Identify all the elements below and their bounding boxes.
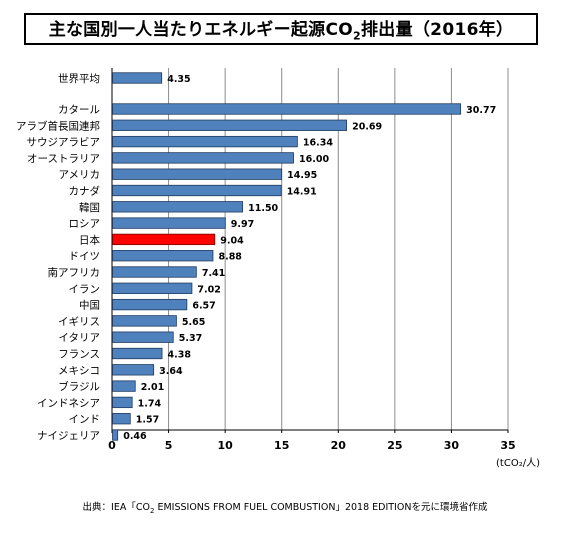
data-label: 14.91	[287, 187, 317, 198]
category-label: ロシア	[69, 218, 101, 230]
data-label: 6.57	[192, 301, 215, 312]
category-label: 世界平均	[58, 73, 100, 85]
bar	[112, 282, 193, 294]
bar	[112, 103, 462, 115]
category-label: イギリス	[58, 316, 100, 328]
x-tick-label: 15	[274, 439, 289, 452]
chart-title-box: 主な国別一人当たりエネルギー起源CO2排出量（2016年）	[24, 13, 538, 45]
data-label: 8.88	[218, 252, 242, 263]
bar	[112, 250, 214, 262]
data-label: 16.00	[299, 154, 329, 165]
data-label: 7.02	[197, 284, 220, 295]
bar	[112, 233, 216, 246]
data-label: 1.57	[136, 415, 159, 426]
category-label: インドネシア	[37, 397, 100, 409]
category-label: 南アフリカ	[48, 266, 101, 279]
data-label: 5.65	[182, 317, 205, 328]
bar	[112, 380, 136, 392]
chart-title: 主な国別一人当たりエネルギー起源CO2排出量（2016年）	[48, 20, 514, 43]
category-label: アメリカ	[59, 169, 100, 181]
category-label: ブラジル	[58, 380, 100, 393]
data-label: 0.46	[123, 431, 147, 442]
category-label: 韓国	[79, 202, 100, 214]
bar	[112, 217, 226, 229]
category-label: アラブ首長国連邦	[16, 119, 100, 132]
data-label: 30.77	[466, 105, 496, 116]
data-label: 9.97	[231, 219, 254, 230]
x-tick-label: 10	[217, 439, 233, 452]
bar	[112, 315, 177, 327]
category-label: インド	[69, 414, 101, 426]
bar	[112, 135, 298, 148]
bar	[112, 347, 163, 360]
data-label: 11.50	[248, 203, 278, 214]
category-label: メキシコ	[58, 365, 100, 377]
category-label: イラン	[69, 283, 101, 295]
data-label: 7.41	[202, 268, 225, 279]
category-label: ナイジェリア	[37, 430, 100, 442]
data-label: 20.69	[352, 121, 382, 132]
data-label: 2.01	[141, 382, 164, 393]
bar	[112, 396, 133, 409]
category-label: カタール	[58, 104, 100, 116]
category-label: イタリア	[58, 332, 100, 344]
bar	[112, 331, 174, 343]
category-label: カナダ	[69, 185, 101, 198]
category-label: 中国	[79, 299, 100, 312]
data-label: 14.95	[287, 170, 317, 181]
bar	[112, 201, 244, 213]
data-label: 4.38	[168, 350, 192, 361]
data-label: 9.04	[220, 235, 244, 246]
bar	[112, 429, 119, 441]
x-tick-label: 0	[108, 439, 116, 452]
x-tick-label: 25	[387, 439, 402, 452]
data-label: 1.74	[138, 398, 162, 409]
bar	[112, 152, 294, 164]
x-tick-label: 35	[500, 439, 515, 452]
bar	[112, 119, 347, 131]
bar	[112, 413, 131, 425]
x-tick-label: 30	[444, 439, 460, 452]
x-tick-label: 5	[165, 439, 173, 452]
bar	[112, 72, 163, 84]
unit-label: (tCO₂/人)	[496, 457, 540, 469]
data-label: 3.64	[159, 366, 183, 377]
category-label: オーストラリア	[27, 153, 100, 165]
category-label: サウジアラビア	[27, 137, 101, 149]
category-label: フランス	[58, 349, 100, 361]
source-note: 出典：IEA「CO2 EMISSIONS FROM FUEL COMBUSTIO…	[82, 502, 488, 515]
x-tick-label: 20	[331, 439, 347, 452]
bar	[112, 298, 188, 311]
category-label: ドイツ	[69, 251, 101, 263]
data-label: 16.34	[303, 138, 333, 149]
data-label: 4.35	[167, 74, 190, 85]
bar	[112, 184, 282, 197]
category-label: 日本	[79, 233, 100, 246]
bar	[112, 364, 155, 376]
data-label: 5.37	[179, 333, 202, 344]
bar	[112, 168, 283, 180]
bar	[112, 266, 197, 278]
